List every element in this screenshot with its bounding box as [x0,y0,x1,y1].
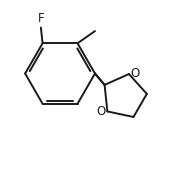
Text: F: F [37,13,44,25]
Text: O: O [96,105,106,118]
Text: O: O [131,67,140,80]
